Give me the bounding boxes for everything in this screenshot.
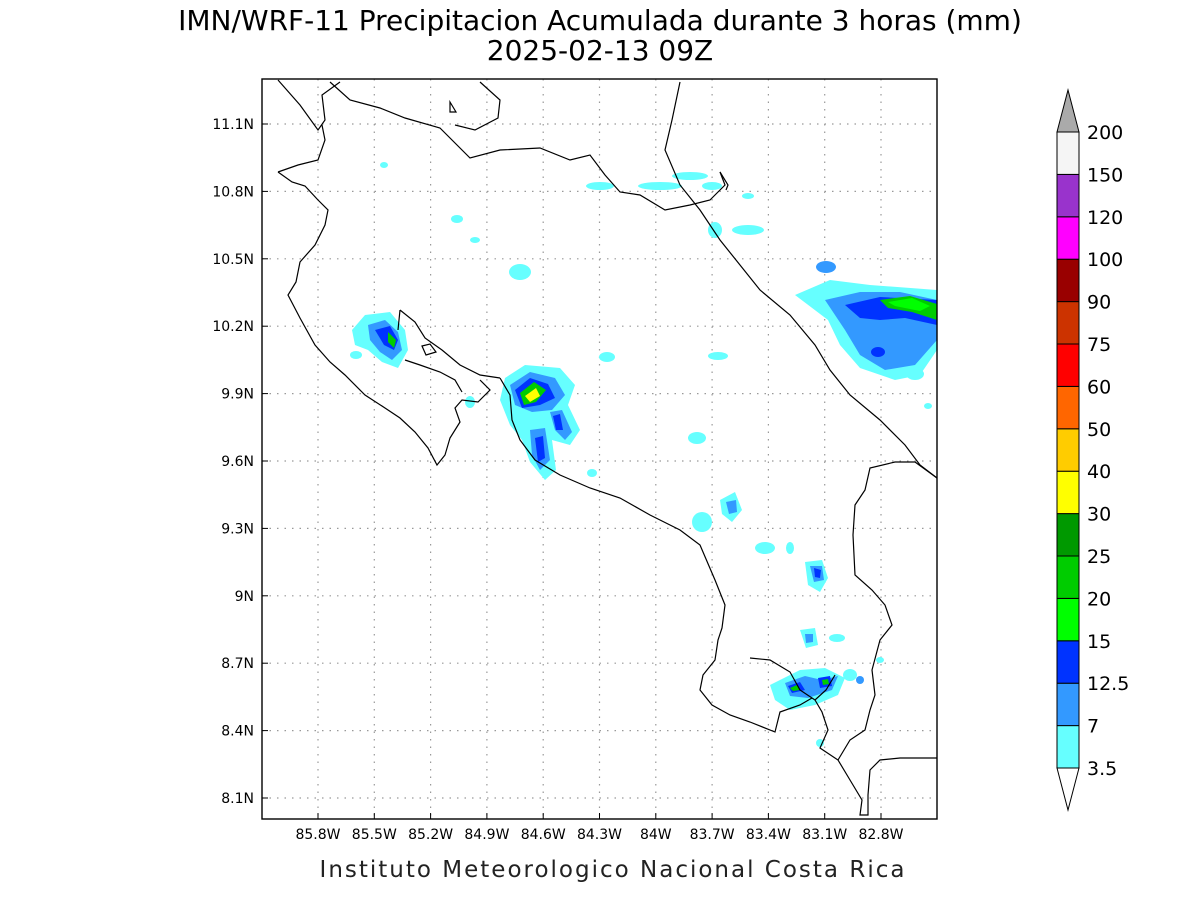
precip-area-south — [692, 492, 884, 710]
colorbar-bin — [1056, 513, 1080, 557]
colorbar-bin — [1056, 555, 1080, 599]
x-tick-label: 83.1W — [802, 827, 847, 843]
map-title: IMN/WRF-11 Precipitacion Acumulada duran… — [178, 4, 1022, 37]
x-tick-label: 85.2W — [408, 827, 453, 843]
precip-area-nicoya — [350, 312, 408, 368]
colorbar-label: 20 — [1087, 588, 1111, 610]
x-tick-label: 83.4W — [746, 827, 791, 843]
map-gridlines — [262, 79, 937, 819]
precipitation-colorbar-legend: 3.5 7 12.5 15 20 25 30 40 50 60 75 90 100 120 150 200 — [1056, 88, 1129, 812]
credit-institution: Instituto Meteorologico Nacional Costa R… — [320, 857, 907, 883]
x-tick-label: 85.5W — [352, 827, 397, 843]
colorbar-top-arrow — [1056, 88, 1080, 133]
y-tick-label: 10.8N — [212, 184, 254, 200]
colorbar-label: 7 — [1087, 716, 1099, 738]
y-axis-latitude: 11.1N 10.8N 10.5N 10.2N 9.9N 9.6N 9.3N 9N 8.7N 8.… — [212, 117, 268, 807]
colorbar-label: 100 — [1087, 249, 1123, 271]
colorbar-label: 90 — [1087, 292, 1111, 314]
precip-area-northeast — [795, 261, 937, 380]
colorbar-label: 25 — [1087, 546, 1111, 568]
map-panel — [261, 78, 938, 820]
colorbar-label: 200 — [1087, 122, 1123, 144]
coastlines-and-borders — [277, 79, 938, 816]
x-tick-label: 84W — [640, 827, 672, 843]
colorbar-bin — [1056, 597, 1080, 642]
x-tick-label: 83.7W — [690, 827, 735, 843]
y-tick-label: 11.1N — [212, 117, 254, 133]
precip-area-central-pacific — [500, 365, 580, 480]
colorbar-label: 60 — [1087, 376, 1111, 398]
colorbar-label: 12.5 — [1087, 673, 1129, 695]
colorbar-bin — [1056, 216, 1080, 260]
colorbar-bin — [1056, 131, 1080, 175]
map-subtitle-datetime: 2025-02-13 09Z — [487, 34, 713, 67]
x-tick-label: 85.8W — [295, 827, 340, 843]
colorbar-label: 3.5 — [1087, 758, 1117, 780]
y-tick-label: 10.5N — [212, 252, 254, 268]
y-tick-label: 9.6N — [221, 454, 254, 470]
colorbar-bin — [1056, 682, 1080, 727]
colorbar-label: 40 — [1087, 461, 1111, 483]
y-tick-label: 8.4N — [221, 724, 254, 740]
y-tick-label: 9N — [235, 589, 254, 605]
x-tick-label: 82.8W — [858, 827, 903, 843]
colorbar-bin — [1056, 385, 1080, 430]
colorbar-label: 50 — [1087, 419, 1111, 441]
colorbar-bin — [1056, 640, 1080, 684]
precip-small-cells — [380, 162, 932, 747]
colorbar-label: 30 — [1087, 504, 1111, 526]
y-tick-label: 8.1N — [221, 791, 254, 807]
colorbar-bin — [1056, 428, 1080, 472]
colorbar-bin — [1056, 173, 1080, 218]
y-tick-label: 9.9N — [221, 387, 254, 403]
precipitation-field — [350, 162, 937, 747]
colorbar-label: 15 — [1087, 631, 1111, 653]
x-axis-longitude: 85.8W 85.5W 85.2W 84.9W 84.6W 84.3W 84W 83.7W 83… — [295, 813, 904, 843]
colorbar-bin — [1056, 301, 1080, 345]
colorbar-label: 75 — [1087, 334, 1111, 356]
colorbar-bin — [1056, 470, 1080, 515]
x-tick-label: 84.9W — [464, 827, 509, 843]
colorbar-bin — [1056, 258, 1080, 303]
y-tick-label: 8.7N — [221, 656, 254, 672]
y-tick-label: 10.2N — [212, 319, 254, 335]
colorbar-bin — [1056, 725, 1080, 769]
colorbar-label: 150 — [1087, 164, 1123, 186]
colorbar-label: 120 — [1087, 207, 1123, 229]
x-tick-label: 84.6W — [521, 827, 566, 843]
x-tick-label: 84.3W — [577, 827, 622, 843]
y-tick-label: 9.3N — [221, 521, 254, 537]
colorbar-bottom-arrow — [1056, 767, 1080, 812]
colorbar-bin — [1056, 343, 1080, 387]
